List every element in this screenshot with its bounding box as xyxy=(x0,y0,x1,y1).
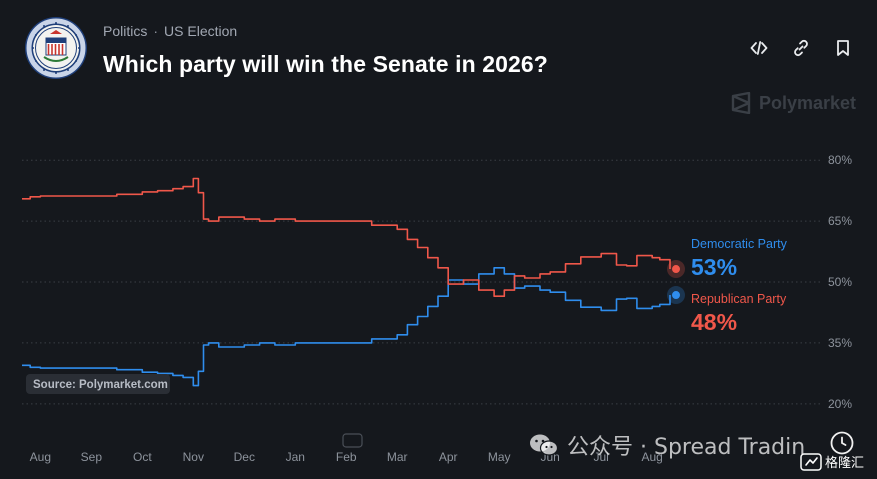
polymarket-wordmark: Polymarket xyxy=(759,92,857,113)
breadcrumb-separator: · xyxy=(153,23,159,39)
x-tick-label: Mar xyxy=(387,450,408,464)
polymarket-logo-icon xyxy=(731,92,751,114)
x-tick-label: Jul xyxy=(594,450,609,464)
x-tick-label: Apr xyxy=(439,450,458,464)
breadcrumb-subcategory[interactable]: US Election xyxy=(164,23,238,39)
series-end-marker xyxy=(672,265,680,274)
embed-button[interactable] xyxy=(749,38,769,58)
wechat-watermark: 公众号 · Spread Tradin xyxy=(529,429,805,461)
x-tick-label: Aug xyxy=(30,450,51,464)
y-tick-label: 20% xyxy=(828,397,852,411)
source-label: Source: Polymarket.com xyxy=(26,374,170,394)
us-senate-seal-logo xyxy=(25,17,87,79)
x-tick-label: Oct xyxy=(133,450,152,464)
legend-series-name: Republican Party xyxy=(691,292,787,306)
x-tick-label: Sep xyxy=(81,450,103,464)
x-axis: Aug Sep Oct Nov Dec Jan Feb Mar Apr May Jun Jul Aug xyxy=(30,450,663,464)
source-text: Source: Polymarket.com xyxy=(33,379,168,391)
end-markers xyxy=(667,260,685,305)
x-tick-label: Dec xyxy=(234,450,255,464)
breadcrumb-category[interactable]: Politics xyxy=(103,23,148,39)
series-line xyxy=(22,177,671,297)
copy-link-button[interactable] xyxy=(791,38,811,58)
gelonghui-logo-icon xyxy=(800,452,822,471)
legend: Democratic Party 53% Republican Party 48% xyxy=(691,237,788,335)
legend-series-name: Democratic Party xyxy=(691,237,788,251)
breadcrumb: Politics · US Election xyxy=(103,23,548,39)
gelonghui-watermark: 格隆汇 xyxy=(800,452,864,471)
scrub-handle[interactable] xyxy=(342,433,363,448)
legend-series-value: 48% xyxy=(691,309,737,335)
bookmark-button[interactable] xyxy=(833,38,853,58)
legend-series-value: 53% xyxy=(691,254,737,280)
y-tick-label: 80% xyxy=(828,153,852,167)
series xyxy=(22,177,671,387)
toolbar xyxy=(749,38,853,58)
grid xyxy=(22,159,820,405)
bookmark-icon xyxy=(837,40,849,56)
clock-icon[interactable] xyxy=(830,431,854,455)
y-tick-label: 35% xyxy=(828,336,852,350)
y-axis: 20% 35% 50% 65% 80% xyxy=(828,153,852,411)
x-tick-label: May xyxy=(488,450,511,464)
gelonghui-text: 格隆汇 xyxy=(825,456,865,471)
watermark-text: 公众号 · Spread Tradin xyxy=(567,435,806,460)
x-tick-label: Nov xyxy=(183,450,204,464)
x-tick-label: Aug xyxy=(641,450,662,464)
x-tick-label: Jan xyxy=(286,450,305,464)
link-icon xyxy=(794,39,808,57)
y-tick-label: 65% xyxy=(828,214,852,228)
header: Politics · US Election Which party will … xyxy=(103,23,548,78)
polymarket-brand: Polymarket xyxy=(731,92,856,114)
y-tick-label: 50% xyxy=(828,275,852,289)
x-tick-label: Feb xyxy=(336,450,357,464)
page-title: Which party will win the Senate in 2026? xyxy=(103,51,548,77)
code-icon xyxy=(750,41,768,55)
series-line xyxy=(22,267,671,387)
wechat-icon xyxy=(530,434,559,456)
series-end-marker xyxy=(672,291,680,300)
